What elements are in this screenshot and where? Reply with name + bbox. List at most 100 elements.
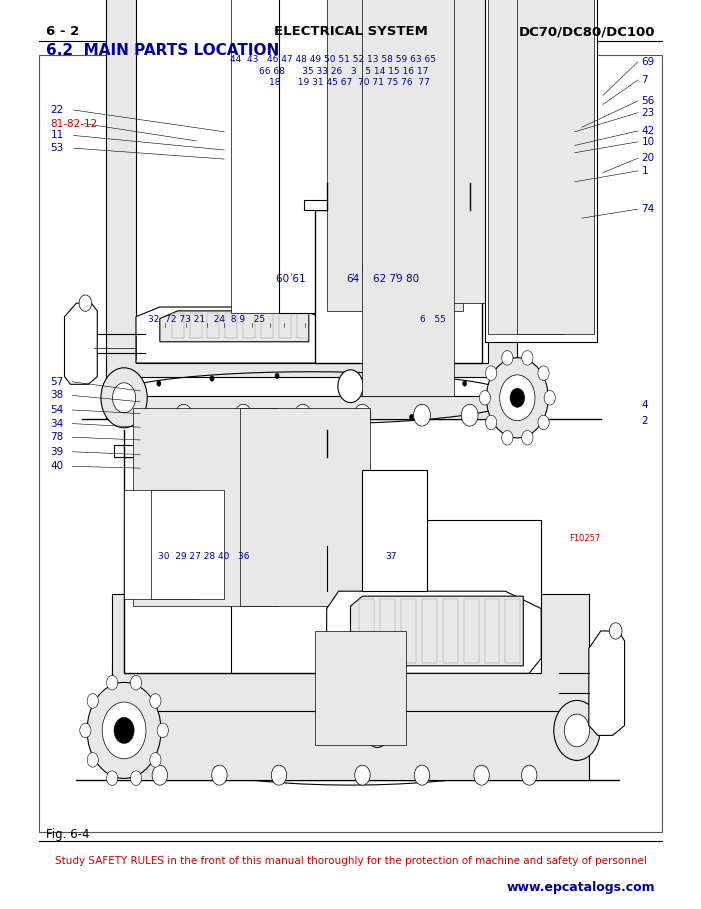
Circle shape <box>344 417 348 423</box>
Circle shape <box>294 405 311 426</box>
Circle shape <box>522 765 537 785</box>
Text: 34: 34 <box>50 418 64 429</box>
Circle shape <box>235 770 239 775</box>
Text: 56: 56 <box>641 95 655 106</box>
Text: 7: 7 <box>641 75 648 85</box>
Circle shape <box>157 381 161 386</box>
Text: DC70/DC80/DC100: DC70/DC80/DC100 <box>519 25 655 38</box>
Bar <box>362 0 454 396</box>
Circle shape <box>309 775 313 781</box>
Text: F10257: F10257 <box>569 534 601 543</box>
Polygon shape <box>136 307 321 363</box>
Circle shape <box>414 405 430 426</box>
Text: 10: 10 <box>641 136 655 147</box>
Circle shape <box>522 696 526 702</box>
Circle shape <box>502 351 513 365</box>
Circle shape <box>538 415 549 430</box>
Text: 57: 57 <box>50 376 64 387</box>
Polygon shape <box>160 311 309 342</box>
Circle shape <box>500 375 535 421</box>
Circle shape <box>122 728 126 734</box>
Circle shape <box>135 711 139 716</box>
Circle shape <box>101 368 147 428</box>
Bar <box>124 520 541 674</box>
Circle shape <box>80 724 91 738</box>
Circle shape <box>152 765 168 785</box>
Circle shape <box>235 405 252 426</box>
Circle shape <box>79 295 92 311</box>
Circle shape <box>463 409 467 415</box>
Circle shape <box>409 375 414 381</box>
Text: 11: 11 <box>50 130 64 141</box>
Polygon shape <box>350 596 523 665</box>
Bar <box>488 0 564 334</box>
Circle shape <box>150 694 161 708</box>
Text: 1: 1 <box>641 165 648 176</box>
Circle shape <box>409 415 414 420</box>
Bar <box>114 445 337 457</box>
Text: 18      19 31 45 67  70 71 75 76  77: 18 19 31 45 67 70 71 75 76 77 <box>268 78 430 87</box>
Text: 64: 64 <box>346 274 359 285</box>
Circle shape <box>107 675 118 690</box>
Circle shape <box>461 405 478 426</box>
Circle shape <box>510 388 525 407</box>
Circle shape <box>175 405 192 426</box>
Circle shape <box>366 718 388 747</box>
Bar <box>151 490 224 599</box>
Bar <box>136 0 488 363</box>
Bar <box>304 200 492 211</box>
Text: 54: 54 <box>50 405 64 415</box>
Circle shape <box>275 374 279 379</box>
Circle shape <box>236 685 240 691</box>
Circle shape <box>110 395 114 401</box>
Text: Fig. 6-4: Fig. 6-4 <box>46 828 89 841</box>
Circle shape <box>479 391 491 405</box>
Circle shape <box>175 759 179 764</box>
Text: 6 - 2: 6 - 2 <box>46 25 79 38</box>
Circle shape <box>474 765 489 785</box>
Text: 81-82-12: 81-82-12 <box>50 118 97 129</box>
Text: 20: 20 <box>641 153 655 164</box>
Text: 38: 38 <box>50 390 64 401</box>
Circle shape <box>562 744 566 750</box>
Circle shape <box>463 381 467 386</box>
Circle shape <box>355 765 370 785</box>
Bar <box>279 0 341 313</box>
Text: 32  72 73 21   24  8 9   25: 32 72 73 21 24 8 9 25 <box>148 315 266 324</box>
Circle shape <box>414 765 430 785</box>
Circle shape <box>522 351 533 365</box>
Circle shape <box>509 395 514 401</box>
Circle shape <box>461 770 465 775</box>
Circle shape <box>486 415 497 430</box>
Bar <box>327 0 463 311</box>
Circle shape <box>122 403 126 408</box>
Circle shape <box>107 771 118 785</box>
Text: 30  29 27 28 40   36: 30 29 27 28 40 36 <box>158 552 249 561</box>
Text: 39: 39 <box>50 446 64 457</box>
Text: 22: 22 <box>50 105 64 115</box>
Text: 78: 78 <box>50 432 64 443</box>
Text: 66 68      35 33 26   3   5 14 15 16 17: 66 68 35 33 26 3 5 14 15 16 17 <box>259 67 428 76</box>
Circle shape <box>210 415 214 420</box>
Text: Study SAFETY RULES in the front of this manual thoroughly for the protection of : Study SAFETY RULES in the front of this … <box>55 855 646 866</box>
Circle shape <box>462 685 466 691</box>
Circle shape <box>609 623 622 639</box>
Circle shape <box>275 417 279 423</box>
Bar <box>107 396 517 419</box>
Bar <box>112 664 589 780</box>
Bar <box>315 632 406 745</box>
Polygon shape <box>362 257 422 273</box>
Polygon shape <box>142 506 214 522</box>
Circle shape <box>210 375 214 381</box>
Circle shape <box>344 374 348 379</box>
Circle shape <box>112 383 135 413</box>
Bar <box>107 0 517 376</box>
Text: 40: 40 <box>50 461 64 472</box>
Circle shape <box>562 711 566 716</box>
Bar <box>517 0 594 334</box>
Circle shape <box>486 365 497 380</box>
Circle shape <box>87 694 98 708</box>
Circle shape <box>157 724 168 738</box>
Circle shape <box>212 765 227 785</box>
Circle shape <box>575 728 579 734</box>
